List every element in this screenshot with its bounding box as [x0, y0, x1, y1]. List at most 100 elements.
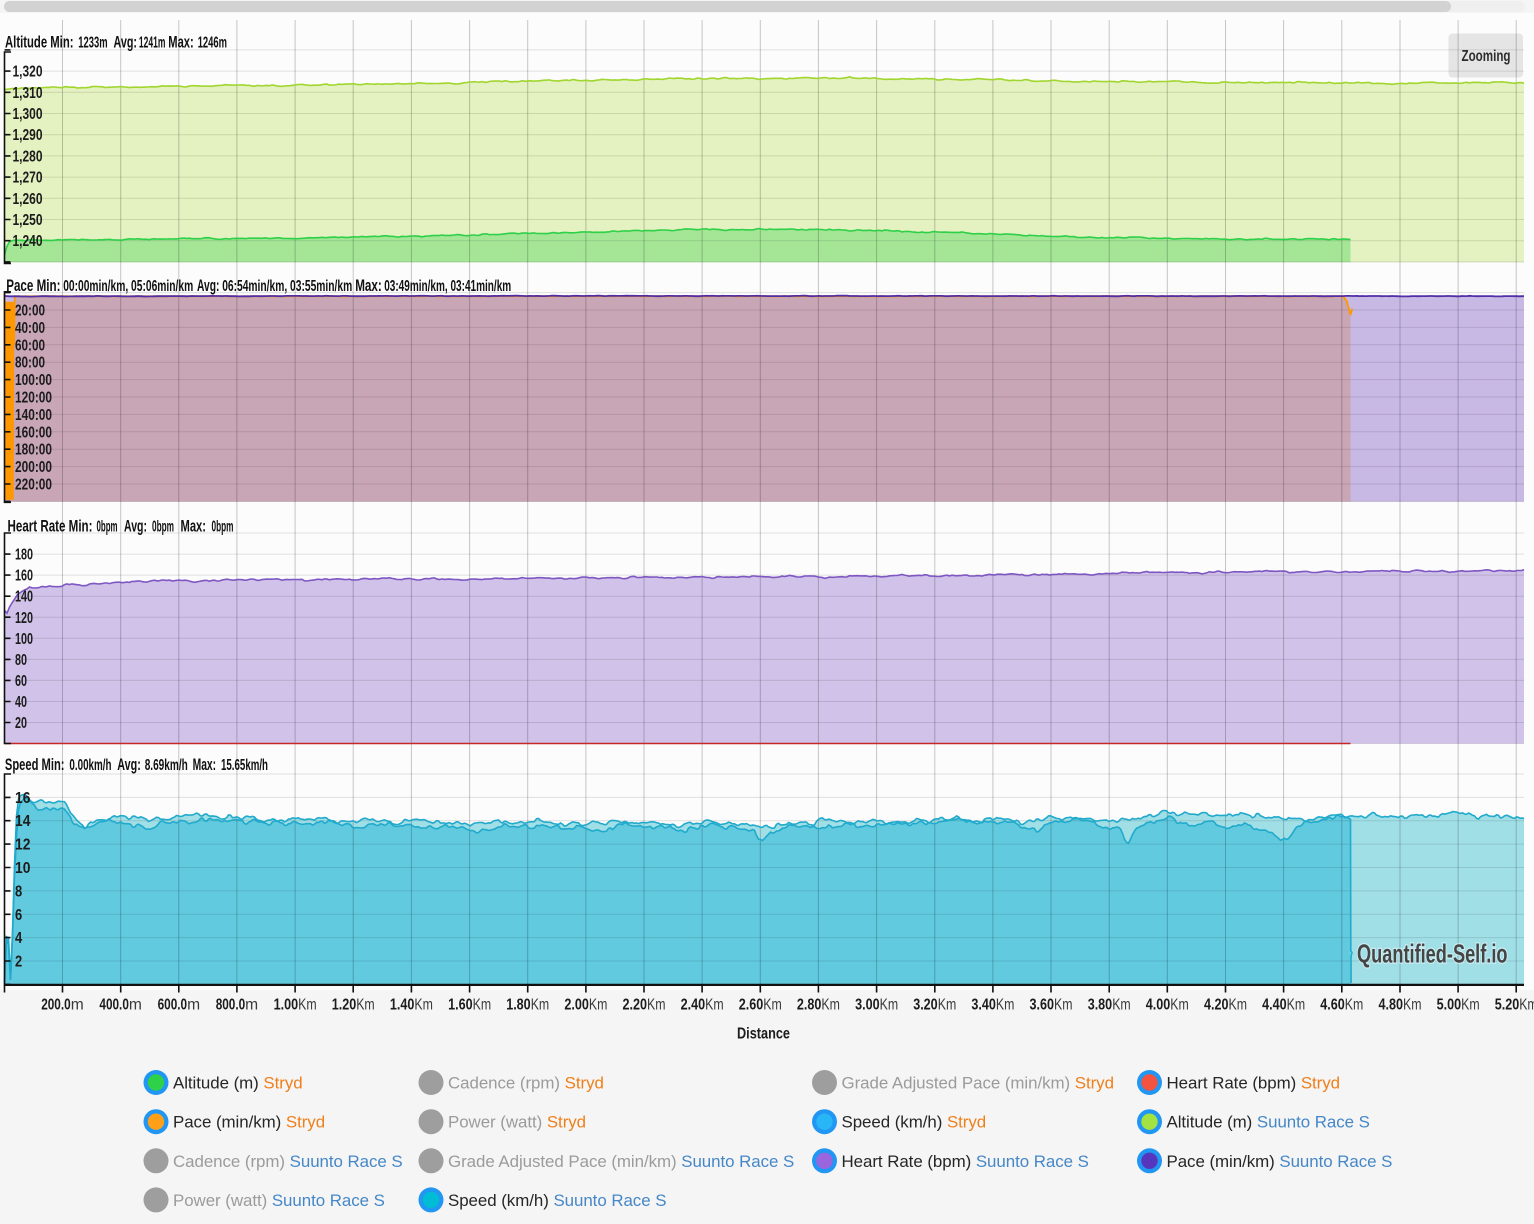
svg-text:Speed (km/h) Suunto Race S: Speed (km/h) Suunto Race S [448, 1191, 666, 1210]
svg-text:2: 2 [15, 954, 22, 971]
svg-text:Km: Km [1112, 997, 1131, 1014]
svg-text:20: 20 [15, 715, 27, 732]
svg-text:2.20: 2.20 [623, 997, 648, 1014]
svg-text:15.65km/h: 15.65km/h [221, 757, 268, 774]
svg-text:0bpm: 0bpm [97, 519, 118, 536]
svg-text:Km: Km [1345, 997, 1364, 1014]
svg-text:2.80: 2.80 [797, 997, 822, 1014]
svg-text:1,240: 1,240 [13, 233, 43, 250]
svg-text:Distance: Distance [737, 1026, 790, 1043]
svg-text:Km: Km [1170, 997, 1189, 1014]
svg-text:Pace Min:: Pace Min: [6, 276, 60, 295]
svg-text:4: 4 [15, 930, 22, 947]
svg-text:Avg:: Avg: [117, 755, 141, 774]
svg-text:Heart Rate (bpm) Stryd: Heart Rate (bpm) Stryd [1167, 1074, 1341, 1093]
svg-text:Km: Km [705, 997, 724, 1014]
svg-text:Km: Km [1519, 997, 1534, 1014]
svg-text:160:00: 160:00 [15, 424, 52, 441]
svg-text:6: 6 [15, 907, 22, 924]
svg-text:5.20: 5.20 [1495, 997, 1520, 1014]
svg-text:1,250: 1,250 [13, 212, 43, 229]
svg-text:1,260: 1,260 [13, 191, 43, 208]
svg-text:Km: Km [1403, 997, 1422, 1014]
svg-text:03:49min/km, 03:41min/km: 03:49min/km, 03:41min/km [384, 278, 511, 295]
svg-text:Avg:: Avg: [114, 33, 138, 52]
svg-text:4.40: 4.40 [1262, 997, 1287, 1014]
svg-text:1,280: 1,280 [13, 148, 43, 165]
svg-text:Avg:: Avg: [197, 276, 219, 295]
svg-text:m: m [187, 997, 200, 1014]
svg-text:10: 10 [15, 860, 30, 877]
svg-text:Grade Adjusted Pace (min/km) S: Grade Adjusted Pace (min/km) Suunto Race… [448, 1152, 794, 1171]
svg-text:m: m [129, 997, 142, 1014]
svg-text:4.00: 4.00 [1146, 997, 1171, 1014]
svg-text:1233m: 1233m [78, 35, 107, 52]
svg-text:00:00min/km, 05:06min/km: 00:00min/km, 05:06min/km [63, 278, 193, 295]
svg-text:16: 16 [15, 790, 30, 807]
svg-text:200:00: 200:00 [15, 459, 52, 476]
svg-text:Power (watt) Suunto Race S: Power (watt) Suunto Race S [173, 1191, 385, 1210]
svg-text:Km: Km [821, 997, 840, 1014]
svg-text:Pace (min/km) Stryd: Pace (min/km) Stryd [173, 1113, 325, 1132]
svg-text:140: 140 [15, 589, 33, 606]
svg-text:Heart Rate (bpm) Suunto Race S: Heart Rate (bpm) Suunto Race S [842, 1152, 1089, 1171]
svg-text:Quantified-Self.io: Quantified-Self.io [1357, 939, 1508, 969]
svg-text:Cadence (rpm) Stryd: Cadence (rpm) Stryd [448, 1074, 604, 1093]
svg-text:1,310: 1,310 [13, 85, 43, 102]
svg-text:100: 100 [15, 631, 33, 648]
svg-text:40:00: 40:00 [15, 320, 45, 337]
svg-text:180:00: 180:00 [15, 442, 52, 459]
svg-text:1.40: 1.40 [390, 997, 415, 1014]
svg-text:Km: Km [356, 997, 375, 1014]
svg-text:100:00: 100:00 [15, 372, 52, 389]
svg-text:Avg:: Avg: [124, 517, 147, 536]
svg-text:60: 60 [15, 673, 27, 690]
svg-text:4.20: 4.20 [1204, 997, 1229, 1014]
svg-text:Grade Adjusted Pace (min/km) S: Grade Adjusted Pace (min/km) Stryd [842, 1074, 1114, 1093]
svg-text:12: 12 [15, 837, 30, 854]
svg-text:1.00: 1.00 [274, 997, 299, 1014]
svg-text:3.80: 3.80 [1088, 997, 1113, 1014]
svg-text:400.0: 400.0 [99, 997, 128, 1014]
svg-text:Zooming: Zooming [1462, 48, 1511, 65]
svg-text:Cadence (rpm) Suunto Race S: Cadence (rpm) Suunto Race S [173, 1152, 403, 1171]
svg-text:4.60: 4.60 [1320, 997, 1345, 1014]
svg-text:Km: Km [414, 997, 433, 1014]
svg-text:8: 8 [15, 883, 22, 900]
svg-text:80: 80 [15, 652, 27, 669]
svg-text:8.69km/h: 8.69km/h [145, 757, 188, 774]
svg-text:Km: Km [647, 997, 666, 1014]
svg-text:Km: Km [589, 997, 608, 1014]
svg-text:0bpm: 0bpm [152, 519, 174, 536]
svg-text:Km: Km [473, 997, 492, 1014]
svg-text:600.0: 600.0 [158, 997, 188, 1014]
svg-text:1.80: 1.80 [506, 997, 531, 1014]
svg-text:Max:: Max: [355, 276, 382, 295]
svg-text:0.00km/h: 0.00km/h [69, 757, 111, 774]
svg-text:Altitude (m) Suunto Race S: Altitude (m) Suunto Race S [1167, 1113, 1370, 1132]
svg-text:Km: Km [880, 997, 899, 1014]
svg-text:1,270: 1,270 [13, 170, 43, 187]
svg-text:1246m: 1246m [198, 35, 227, 52]
svg-text:Altitude Min:: Altitude Min: [5, 33, 74, 52]
svg-text:1,320: 1,320 [13, 64, 43, 81]
svg-text:Heart Rate Min:: Heart Rate Min: [8, 517, 93, 536]
svg-text:0bpm: 0bpm [212, 519, 234, 536]
svg-text:3.60: 3.60 [1030, 997, 1055, 1014]
svg-text:Max:: Max: [193, 755, 217, 774]
svg-text:3.40: 3.40 [971, 997, 996, 1014]
svg-text:4.80: 4.80 [1379, 997, 1404, 1014]
svg-text:Speed Min:: Speed Min: [5, 755, 65, 774]
svg-text:120: 120 [15, 610, 33, 627]
svg-text:120:00: 120:00 [15, 390, 52, 407]
svg-text:14: 14 [15, 813, 30, 830]
svg-text:Km: Km [763, 997, 782, 1014]
svg-text:1,290: 1,290 [13, 127, 43, 144]
svg-text:Speed (km/h) Stryd: Speed (km/h) Stryd [842, 1113, 987, 1132]
svg-text:Km: Km [298, 997, 317, 1014]
svg-text:Km: Km [1229, 997, 1248, 1014]
svg-text:1241m: 1241m [139, 35, 166, 52]
svg-text:180: 180 [15, 547, 33, 564]
svg-text:160: 160 [15, 568, 33, 585]
svg-text:800.0: 800.0 [216, 997, 246, 1014]
